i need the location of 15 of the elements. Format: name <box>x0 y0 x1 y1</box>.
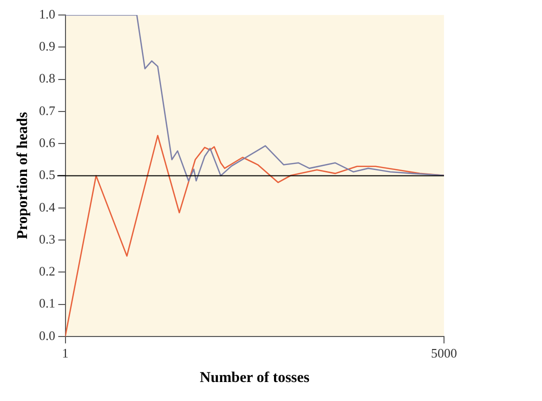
x-axis-title: Number of tosses <box>200 370 310 386</box>
y-tick-label: 0.8 <box>39 70 56 86</box>
y-tick-label: 0.1 <box>39 296 56 311</box>
x-tick-label: 1 <box>62 346 68 361</box>
y-tick-label: 0.3 <box>39 231 56 246</box>
y-tick-label: 0.4 <box>39 199 56 214</box>
y-tick-label: 0.7 <box>39 102 56 118</box>
y-tick-label: 0.0 <box>39 328 56 343</box>
y-tick-label: 0.5 <box>39 167 56 182</box>
y-tick-label: 0.6 <box>39 134 56 150</box>
y-axis-title: Proportion of heads <box>14 112 31 240</box>
x-tick-label: 5000 <box>431 346 457 361</box>
y-tick-label: 1.0 <box>39 6 56 22</box>
y-tick-label: 0.9 <box>39 38 56 54</box>
y-tick-label: 0.2 <box>39 264 56 279</box>
